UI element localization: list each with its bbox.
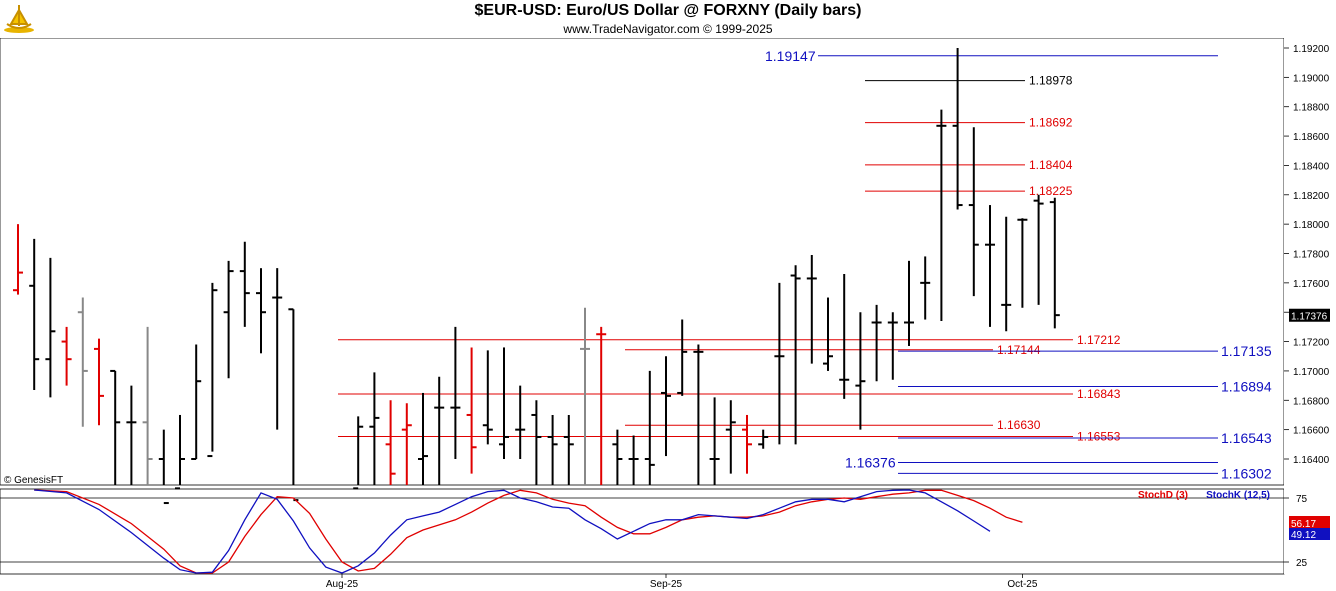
y-tick-label: 1.16800 (1293, 396, 1330, 407)
ohlc-bars (13, 48, 1060, 505)
stochd-last-box (1289, 516, 1330, 529)
y-tick-label: 1.17200 (1293, 338, 1330, 349)
y-tick-label: 1.19200 (1293, 44, 1330, 55)
price-axis (1284, 38, 1336, 574)
legend-stochd: StochD (3) (1138, 490, 1188, 501)
y-tick-label: 1.18000 (1293, 220, 1330, 231)
y-tick-label: 1.18400 (1293, 161, 1330, 172)
y-tick-label: 1.18800 (1293, 103, 1330, 114)
chart-subtitle: www.TradeNavigator.com © 1999-2025 (563, 22, 773, 36)
y-tick-label: 1.17600 (1293, 279, 1330, 290)
level-label: 1.16302 (1221, 465, 1272, 481)
level-label: 1.17212 (1077, 333, 1121, 347)
price-panel-frame (0, 38, 1285, 486)
level-label: 1.16376 (845, 455, 896, 471)
last-price-label: 1.17376 (1291, 312, 1328, 323)
x-axis: Aug-25 Sep-25 Oct-25 (326, 574, 1038, 590)
x-tick-label: Oct-25 (1007, 579, 1037, 590)
level-label: 1.18692 (1029, 116, 1073, 130)
y-tick-label: 1.18200 (1293, 191, 1330, 202)
y-tick-label: 1.17000 (1293, 367, 1330, 378)
level-label: 1.19147 (765, 48, 816, 64)
level-label: 1.17144 (997, 343, 1041, 357)
stoch-series-line (34, 489, 991, 574)
last-price-box (1289, 308, 1330, 322)
legend-stochk: StochK (12,5) (1206, 490, 1270, 501)
price-levels: 1.19147 1.18978 1.18692 1.18404 1.18225 1.172… (338, 48, 1272, 481)
header: $EUR-USD: Euro/US Dollar @ FORXNY (Daily… (0, 0, 1336, 38)
x-tick-label: Sep-25 (650, 579, 683, 590)
stoch-axis-ticks: 75 25 (1284, 494, 1308, 569)
level-label: 1.16843 (1077, 387, 1121, 401)
level-label: 1.18978 (1029, 74, 1073, 88)
level-label: 1.16543 (1221, 430, 1272, 446)
stoch-panel-frame (0, 488, 1285, 575)
y-tick-label: 1.16600 (1293, 426, 1330, 437)
level-label: 1.17135 (1221, 343, 1272, 359)
level-label: 1.18225 (1029, 184, 1073, 198)
stochd-last-label: 56.17 (1291, 519, 1316, 530)
level-label: 1.18404 (1029, 158, 1073, 172)
chart-canvas: 1.19200 1.19000 1.18800 1.18600 1.18400 1.182… (0, 38, 1336, 590)
stochk-last-label: 49.12 (1291, 530, 1316, 541)
y-tick-label: 1.19000 (1293, 73, 1330, 84)
level-label: 1.16894 (1221, 378, 1272, 394)
y-tick-label: 1.17800 (1293, 250, 1330, 261)
stoch-tick-label: 75 (1296, 494, 1308, 505)
stoch-lines (34, 489, 1023, 574)
stochk-last-box (1289, 528, 1330, 540)
genesis-logo-icon (4, 5, 34, 33)
y-tick-label: 1.18600 (1293, 132, 1330, 143)
watermark: © GenesisFT (4, 475, 63, 486)
x-tick-label: Aug-25 (326, 579, 359, 590)
stoch-tick-label: 25 (1296, 558, 1308, 569)
level-label: 1.16630 (997, 418, 1041, 432)
stoch-series-line (34, 489, 1023, 574)
y-axis-ticks: 1.19200 1.19000 1.18800 1.18600 1.18400 1.182… (1284, 44, 1330, 466)
chart-title: $EUR-USD: Euro/US Dollar @ FORXNY (Daily… (474, 2, 862, 19)
level-label: 1.16553 (1077, 430, 1121, 444)
y-tick-label: 1.16400 (1293, 455, 1330, 466)
